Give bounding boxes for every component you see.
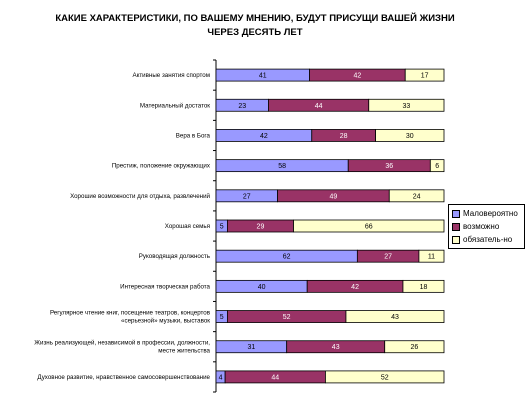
data-label: 41 (259, 73, 267, 80)
category-label: Хорошие возможности для отдыха, развлече… (70, 193, 210, 200)
data-label: 62 (283, 254, 291, 261)
bar-segment (402, 279, 445, 293)
legend: Маловероятно возможно обязатель-но (448, 204, 525, 249)
chart-title: КАКИЕ ХАРАКТЕРИСТИКИ, ПО ВАШЕМУ МНЕНИЮ, … (55, 13, 455, 38)
data-label: 6 (435, 163, 439, 170)
data-label: 40 (258, 284, 266, 291)
bar-segment (429, 159, 445, 173)
data-label: 24 (413, 193, 421, 200)
bar-segment (325, 370, 445, 384)
data-label: 58 (278, 163, 286, 170)
data-label: 42 (351, 284, 359, 291)
data-label: 4 (219, 374, 223, 381)
legend-label: обязатель-но (463, 235, 513, 244)
data-label: 43 (391, 314, 399, 321)
bar-segment (384, 340, 445, 354)
legend-swatch (452, 235, 460, 244)
data-label: 11 (428, 254, 435, 261)
bar-segment (375, 129, 445, 142)
data-label: 49 (330, 193, 338, 200)
legend-item: Маловероятно (449, 207, 524, 220)
legend-label: возможно (463, 222, 500, 231)
category-label: Материальный достаток (140, 102, 210, 109)
data-label: 44 (271, 374, 279, 381)
bar-segment (404, 68, 445, 82)
bar-segment (418, 249, 445, 263)
data-label: 44 (315, 103, 323, 110)
data-label: 29 (257, 224, 265, 231)
category-label: Регулярное чтение книг, посещение театро… (50, 310, 211, 325)
data-label: 42 (260, 133, 268, 140)
legend-item: возможно (449, 220, 524, 233)
category-label: Интересная творческая работа (120, 283, 210, 290)
bar-segment (388, 189, 445, 203)
data-label: 5 (220, 224, 224, 231)
data-label: 66 (365, 224, 373, 231)
category-label: Руководящая должность (139, 253, 210, 260)
bar-segment (368, 98, 445, 112)
category-label: Вера в Бога (176, 132, 211, 139)
category-label: Духовное развитие, нравственное самосове… (37, 374, 210, 381)
data-label: 52 (283, 314, 291, 321)
legend-item: обязатель-но (449, 233, 524, 246)
data-label: 28 (340, 133, 348, 140)
data-label: 42 (353, 73, 361, 80)
data-label: 30 (406, 133, 414, 140)
legend-label: Маловероятно (463, 209, 518, 218)
data-label: 33 (402, 103, 410, 110)
data-label: 31 (247, 344, 255, 351)
data-label: 26 (410, 344, 418, 351)
data-label: 17 (421, 73, 429, 80)
data-label: 5 (220, 314, 224, 321)
data-label: 43 (332, 344, 340, 351)
category-label: Активные занятия спортом (132, 72, 210, 79)
data-label: 27 (384, 254, 392, 261)
bar-segment (345, 310, 445, 323)
legend-swatch (452, 209, 460, 218)
data-label: 18 (420, 284, 428, 291)
bar-segment (293, 219, 445, 233)
data-label: 36 (385, 163, 393, 170)
data-label: 23 (238, 103, 246, 110)
category-label: Жизнь реализующей, независимой в професс… (34, 340, 210, 355)
data-label: 52 (381, 374, 389, 381)
data-label: 27 (243, 193, 251, 200)
category-label: Хорошая семья (165, 223, 210, 230)
legend-swatch (452, 222, 460, 231)
category-label: Престиж, положение окружающих (112, 163, 211, 170)
